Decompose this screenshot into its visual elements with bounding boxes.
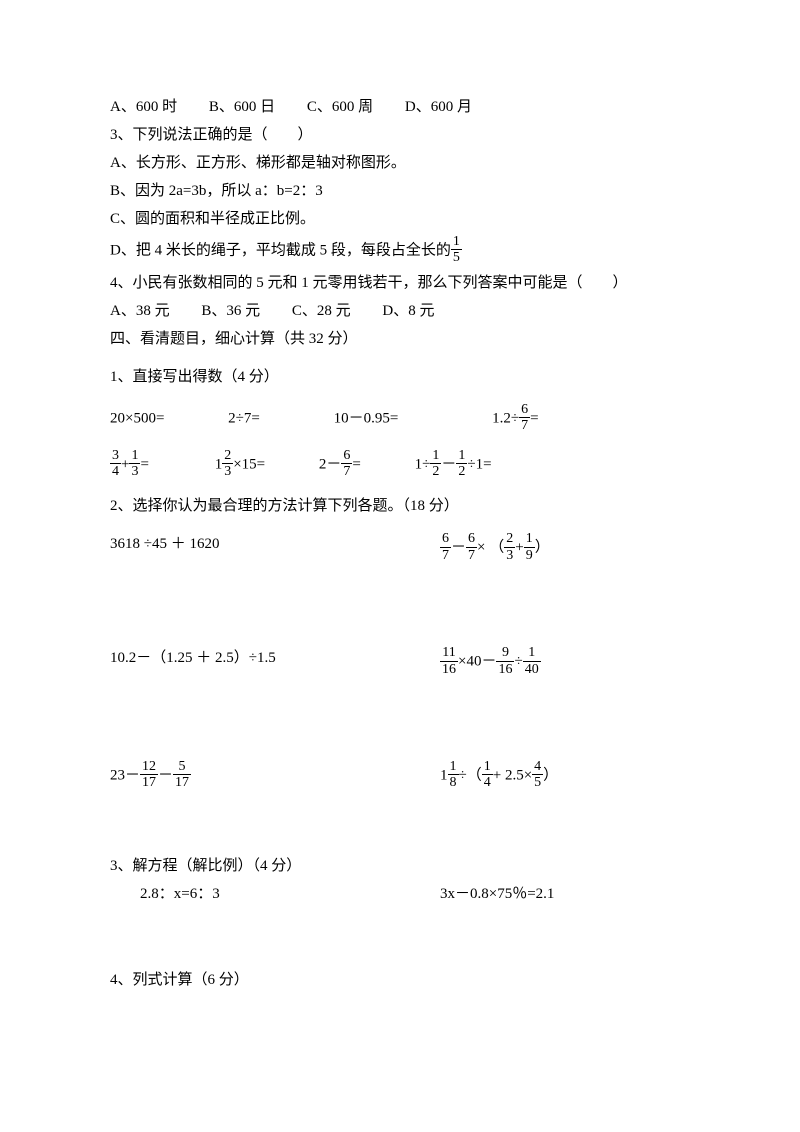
fraction: 13 bbox=[129, 448, 140, 480]
opt-c: C、28 元 bbox=[292, 303, 351, 319]
opt-c: C、600 周 bbox=[307, 99, 373, 115]
opt-d: D、600 月 bbox=[405, 99, 472, 115]
fraction: 34 bbox=[110, 448, 121, 480]
fraction: 23 bbox=[222, 448, 233, 480]
p2-r1-right: 67－67× （23+19） bbox=[440, 532, 550, 564]
p2-r2-right: 1116×40－916÷140 bbox=[440, 646, 541, 678]
opt-d: D、8 元 bbox=[382, 303, 434, 319]
p4-title: 4、列式计算（6 分） bbox=[110, 968, 690, 992]
p1-title: 1、直接写出得数（4 分） bbox=[110, 365, 690, 389]
q3-stem: 3、下列说法正确的是（ ） bbox=[110, 123, 690, 147]
p2-r3-right: 118÷（14+ 2.5×45） bbox=[440, 760, 558, 792]
q2-options: A、600 时 B、600 日 C、600 周 D、600 月 bbox=[110, 95, 690, 119]
q3-a: A、长方形、正方形、梯形都是轴对称图形。 bbox=[110, 151, 690, 175]
p3-row: 2.8：x=6：3 3x－0.8×75％=2.1 bbox=[110, 882, 690, 906]
expr: 20×500= bbox=[110, 410, 164, 426]
p3-left: 2.8：x=6：3 bbox=[110, 882, 440, 906]
p2-r3-left: 23－1217－517 bbox=[110, 760, 440, 792]
p2-title: 2、选择你认为最合理的方法计算下列各题。（18 分） bbox=[110, 494, 690, 518]
fraction: 67 bbox=[341, 448, 352, 480]
q3-d-prefix: D、把 4 米长的绳子，平均截成 5 段，每段占全长的 bbox=[110, 242, 451, 258]
p3-right: 3x－0.8×75％=2.1 bbox=[440, 882, 554, 906]
q3-d: D、把 4 米长的绳子，平均截成 5 段，每段占全长的15 bbox=[110, 235, 690, 267]
q3-b: B、因为 2a=3b，所以 a：b=2：3 bbox=[110, 179, 690, 203]
p3-title: 3、解方程（解比例）（4 分） bbox=[110, 854, 690, 878]
fraction: 15 bbox=[451, 234, 462, 266]
opt-a: A、600 时 bbox=[110, 99, 177, 115]
p1-row2: 34+13= 123×15= 2－67= 1÷12－12÷1= bbox=[110, 449, 690, 481]
opt-b: B、36 元 bbox=[201, 303, 260, 319]
expr-pre: 1.2÷ bbox=[492, 410, 519, 426]
q3-c: C、圆的面积和半径成正比例。 bbox=[110, 207, 690, 231]
section-4-title: 四、看清题目，细心计算（共 32 分） bbox=[110, 327, 690, 351]
expr: 2÷7= bbox=[228, 410, 260, 426]
opt-b: B、600 日 bbox=[209, 99, 275, 115]
p2-row3: 23－1217－517 118÷（14+ 2.5×45） bbox=[110, 760, 690, 792]
p2-r2-left: 10.2－（1.25 ＋ 2.5）÷1.5 bbox=[110, 646, 440, 678]
p2-row2: 10.2－（1.25 ＋ 2.5）÷1.5 1116×40－916÷140 bbox=[110, 646, 690, 678]
p1-row1: 20×500= 2÷7= 10－0.95= 1.2÷67= bbox=[110, 403, 690, 435]
q4-stem: 4、小民有张数相同的 5 元和 1 元零用钱若干，那么下列答案中可能是（ ） bbox=[110, 271, 690, 295]
p2-row1: 3618 ÷45 ＋ 1620 67－67× （23+19） bbox=[110, 532, 690, 564]
p2-r1-left: 3618 ÷45 ＋ 1620 bbox=[110, 532, 440, 564]
q4-options: A、38 元 B、36 元 C、28 元 D、8 元 bbox=[110, 299, 690, 323]
expr: 10－0.95= bbox=[334, 410, 399, 426]
opt-a: A、38 元 bbox=[110, 303, 170, 319]
fraction: 12 bbox=[456, 448, 467, 480]
fraction: 12 bbox=[430, 448, 441, 480]
fraction: 67 bbox=[519, 402, 530, 434]
expr-post: = bbox=[530, 410, 538, 426]
